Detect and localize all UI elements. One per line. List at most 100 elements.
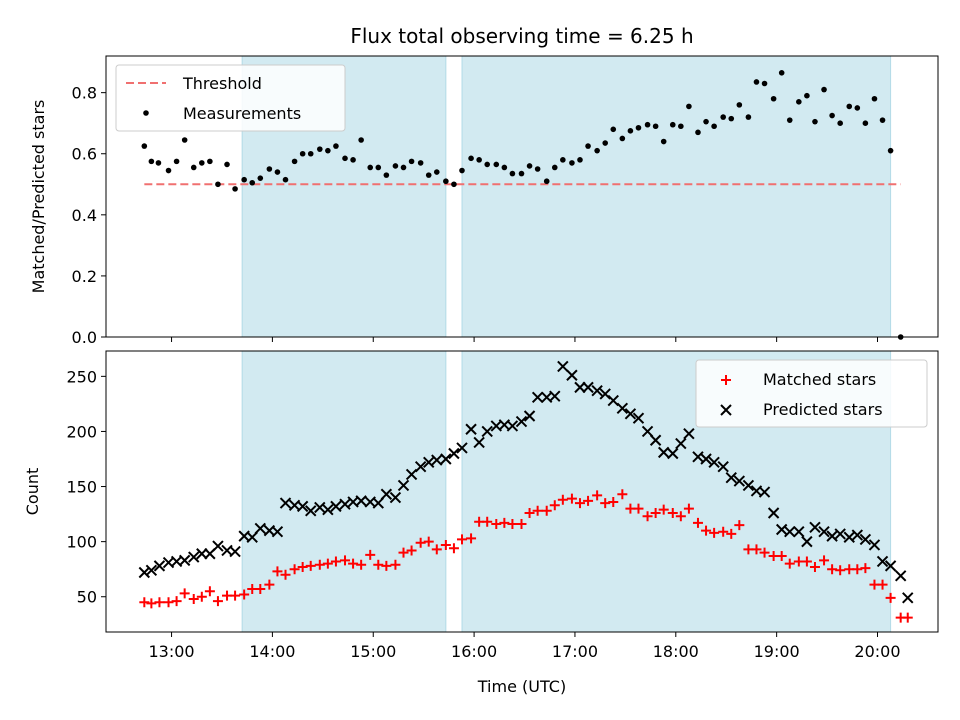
matched-star-point	[650, 507, 661, 518]
predicted-star-point	[153, 560, 166, 572]
matched-star-point	[466, 533, 477, 544]
measurement-point	[837, 120, 843, 126]
measurement-point	[534, 166, 541, 172]
matched-star-point	[272, 566, 283, 577]
predicted-star-point	[448, 447, 460, 460]
predicted-star-point	[188, 551, 200, 563]
matched-star-point	[701, 525, 712, 536]
predicted-star-point	[657, 446, 670, 459]
predicted-star-point	[902, 592, 914, 604]
matched-star-point	[297, 561, 308, 572]
matched-star-point	[566, 493, 577, 504]
measurement-point	[333, 143, 339, 149]
measurement-point	[173, 158, 180, 165]
matched-star-point	[305, 560, 316, 571]
matched-star-point	[617, 489, 628, 500]
matched-star-point	[549, 500, 560, 511]
matched-star-point	[264, 579, 275, 590]
y-tick-label: 0.4	[72, 206, 97, 225]
measurement-point	[181, 137, 188, 143]
predicted-star-point	[616, 402, 629, 415]
predicted-star-point	[826, 530, 838, 542]
measurement-point	[778, 69, 785, 76]
ratio-legend: Threshold Measurements	[115, 64, 346, 132]
measurement-point	[375, 164, 382, 171]
measurement-point	[367, 164, 374, 171]
predicted-star-point	[397, 479, 410, 492]
predicted-star-point	[675, 437, 687, 450]
matched-star-point	[516, 519, 527, 530]
measurement-point	[551, 164, 558, 171]
measurement-point	[207, 158, 213, 165]
matched-star-point	[675, 511, 686, 522]
measurement-point	[703, 118, 709, 125]
measurement-point	[627, 128, 634, 134]
measurement-point	[610, 126, 617, 133]
matched-star-point	[507, 519, 518, 530]
y-axis-label: Count	[23, 468, 42, 516]
measurement-point	[425, 172, 432, 178]
matched-star-point	[667, 507, 678, 518]
predicted-star-point	[372, 497, 384, 509]
predicted-star-point	[667, 447, 679, 460]
measurement-point	[804, 92, 810, 99]
measurement-point	[560, 157, 566, 163]
x-axis-label: Time (UTC)	[477, 677, 566, 696]
matched-star-point	[827, 564, 838, 575]
measurement-point	[165, 167, 172, 174]
predicted-star-point	[591, 384, 603, 397]
measurement-point	[451, 181, 457, 188]
y-tick-label: 0.0	[72, 328, 97, 347]
matched-star-point	[499, 517, 510, 528]
predicted-star-point	[599, 388, 611, 400]
y-tick-label: 250	[66, 367, 97, 386]
measurement-point	[316, 146, 323, 152]
matched-star-point	[524, 507, 535, 518]
legend-predicted-swatch	[720, 404, 732, 416]
measurement-point	[652, 123, 659, 130]
predicted-star-point	[733, 475, 746, 487]
measurement-point	[484, 161, 491, 168]
matched-star-point	[373, 559, 384, 570]
measurement-point	[199, 160, 205, 166]
ratio-panel: 0.0 0.2 0.4 0.6 0.8 Matched/Predicted stars T…	[29, 55, 939, 347]
measurement-point	[232, 186, 238, 192]
y-tick-label: 0.8	[72, 84, 97, 103]
predicted-star-point	[414, 460, 427, 473]
predicted-star-point	[775, 523, 788, 536]
matched-star-point	[877, 579, 888, 590]
y-tick-label: 0.2	[72, 267, 97, 286]
measurement-point	[736, 102, 743, 108]
matched-star-point	[852, 564, 863, 575]
measurement-point	[257, 175, 264, 181]
predicted-star-point	[708, 456, 720, 469]
measurement-point	[383, 172, 390, 178]
predicted-star-point	[178, 554, 191, 567]
measurement-point	[307, 150, 314, 157]
predicted-star-point	[279, 497, 292, 509]
matched-star-point	[683, 503, 694, 514]
predicted-star-point	[271, 526, 284, 538]
predicted-star-point	[582, 381, 594, 394]
observing-window-1	[241, 350, 447, 633]
count-legend: Matched stars Predicted stars	[695, 359, 928, 428]
legend-threshold-label: Threshold	[182, 74, 262, 93]
y-tick-label: 0.6	[72, 145, 97, 164]
matched-star-point	[885, 592, 896, 603]
predicted-star-point	[894, 570, 907, 582]
measurement-point	[358, 137, 364, 143]
matched-star-point	[146, 598, 157, 609]
measurement-point	[753, 79, 760, 85]
measurement-point	[669, 121, 676, 128]
measurement-point	[812, 118, 818, 125]
y-tick-label: 100	[66, 533, 97, 552]
matched-star-point	[154, 597, 165, 608]
predicted-star-point	[549, 390, 561, 402]
predicted-star-point	[793, 526, 805, 538]
predicted-star-point	[305, 505, 317, 517]
matched-star-point	[356, 559, 367, 570]
measurement-point	[602, 140, 608, 146]
measurement-point	[854, 105, 861, 111]
measurement-point	[408, 158, 415, 165]
predicted-star-point	[389, 491, 402, 504]
